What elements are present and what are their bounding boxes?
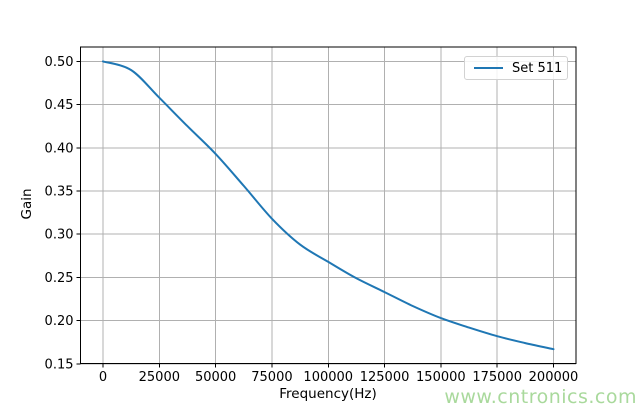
y-tick-label: 0.20 xyxy=(45,314,74,329)
y-tick-label: 0.50 xyxy=(45,55,74,70)
x-tick-label: 175000 xyxy=(472,370,522,385)
gridlines xyxy=(80,47,576,365)
y-tick-label: 0.45 xyxy=(45,98,74,113)
x-tick-label: 200000 xyxy=(529,370,579,385)
legend-line-sample xyxy=(474,67,503,69)
legend-label: Set 511 xyxy=(512,60,563,76)
x-tick-label: 75000 xyxy=(251,370,292,385)
watermark: www.cntronics.com xyxy=(444,386,637,408)
tick-labels: 0 25000 50000 75000 100000 125000 150000 175000… xyxy=(45,55,579,385)
plot-frame xyxy=(80,46,577,364)
y-tick-label: 0.15 xyxy=(45,357,74,372)
x-tick-label: 50000 xyxy=(195,370,236,385)
y-axis-label: Gain xyxy=(19,188,35,220)
y-tick-label: 0.40 xyxy=(45,141,74,156)
x-tick-label: 0 xyxy=(99,370,107,385)
axis-ticks xyxy=(76,60,554,368)
x-tick-label: 125000 xyxy=(360,370,410,385)
x-tick-label: 100000 xyxy=(303,370,353,385)
y-tick-label: 0.30 xyxy=(45,228,74,243)
y-tick-label: 0.25 xyxy=(45,271,74,286)
series-lines xyxy=(102,60,555,351)
x-tick-label: 25000 xyxy=(139,370,180,385)
axes-frame xyxy=(80,46,577,364)
legend: Set 511 xyxy=(464,56,568,80)
y-tick-label: 0.35 xyxy=(45,185,74,200)
x-axis-label: Frequency(Hz) xyxy=(279,386,377,402)
x-tick-label: 150000 xyxy=(416,370,466,385)
series-line xyxy=(102,60,555,351)
